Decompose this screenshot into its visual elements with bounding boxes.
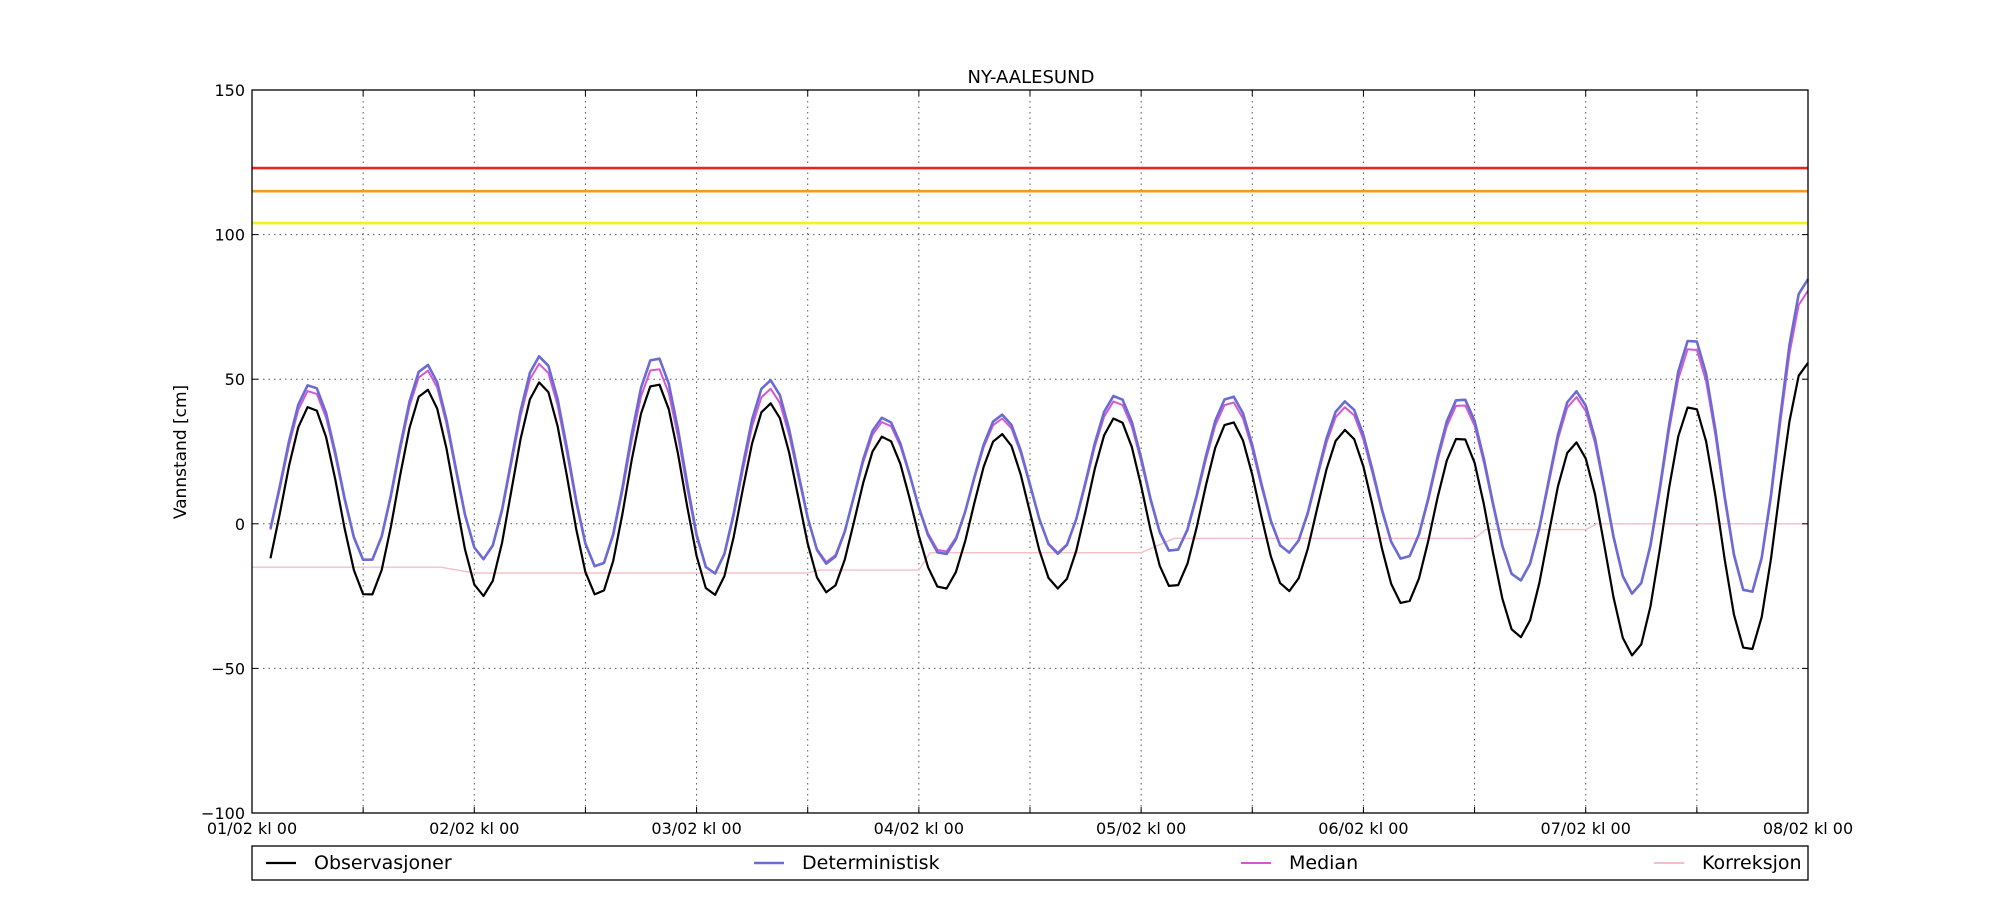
chart-title: NY-AALESUND xyxy=(968,67,1095,88)
x-tick-label: 07/02 kl 00 xyxy=(1541,819,1631,838)
x-tick-label: 06/02 kl 00 xyxy=(1318,819,1408,838)
series-lines xyxy=(252,278,1810,657)
series-line-observasjoner xyxy=(269,362,1809,657)
y-tick-label: −50 xyxy=(211,659,245,678)
legend-label: Observasjoner xyxy=(314,852,452,874)
grid xyxy=(252,90,1808,813)
x-tick-label: 05/02 kl 00 xyxy=(1096,819,1186,838)
threshold-lines xyxy=(252,166,1808,225)
y-tick-label: 50 xyxy=(225,370,245,389)
legend-label: Korreksjon xyxy=(1702,852,1802,874)
legend-label: Deterministisk xyxy=(802,852,940,874)
y-tick-label: −100 xyxy=(201,804,245,823)
x-tick-label: 01/02 kl 00 xyxy=(207,819,297,838)
axis-ticks: −100 −50 0 50 100 150 01/02 kl 00 02/02 kl 00 03… xyxy=(201,81,1853,838)
x-tick-label: 02/02 kl 00 xyxy=(429,819,519,838)
series-line-korreksjon xyxy=(252,523,1808,574)
plot-frame xyxy=(251,89,1809,814)
x-tick-label: 04/02 kl 00 xyxy=(874,819,964,838)
legend: Observasjoner Deterministisk Median Korreks… xyxy=(251,845,1809,881)
legend-frame xyxy=(251,845,1809,881)
y-tick-label: 150 xyxy=(214,81,245,100)
legend-label: Median xyxy=(1289,852,1358,874)
x-tick-label: 08/02 kl 00 xyxy=(1763,819,1853,838)
y-tick-label: 100 xyxy=(214,226,245,245)
y-axis-label: Vannstand [cm] xyxy=(171,385,191,519)
x-tick-label: 03/02 kl 00 xyxy=(651,819,741,838)
y-tick-label: 0 xyxy=(235,515,245,534)
series-line-deterministisk xyxy=(269,278,1810,595)
